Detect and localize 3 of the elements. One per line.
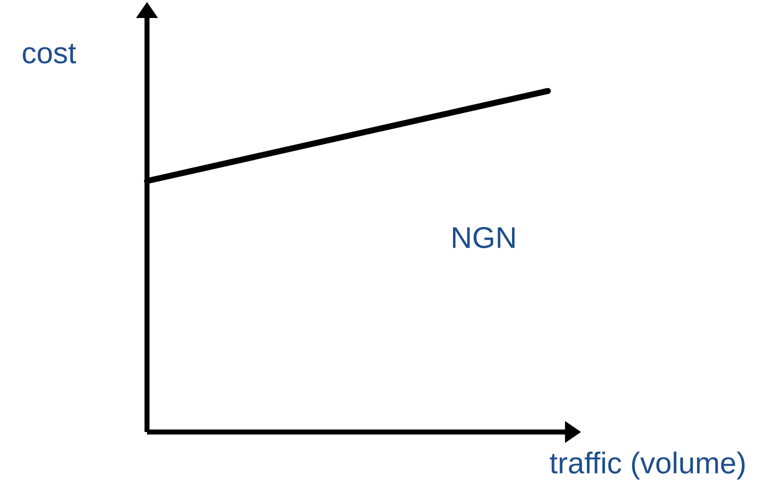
y-axis-title: cost: [22, 44, 76, 64]
text: NGN: [452, 227, 515, 248]
x-axis-title: traffic (volume): [550, 452, 745, 480]
